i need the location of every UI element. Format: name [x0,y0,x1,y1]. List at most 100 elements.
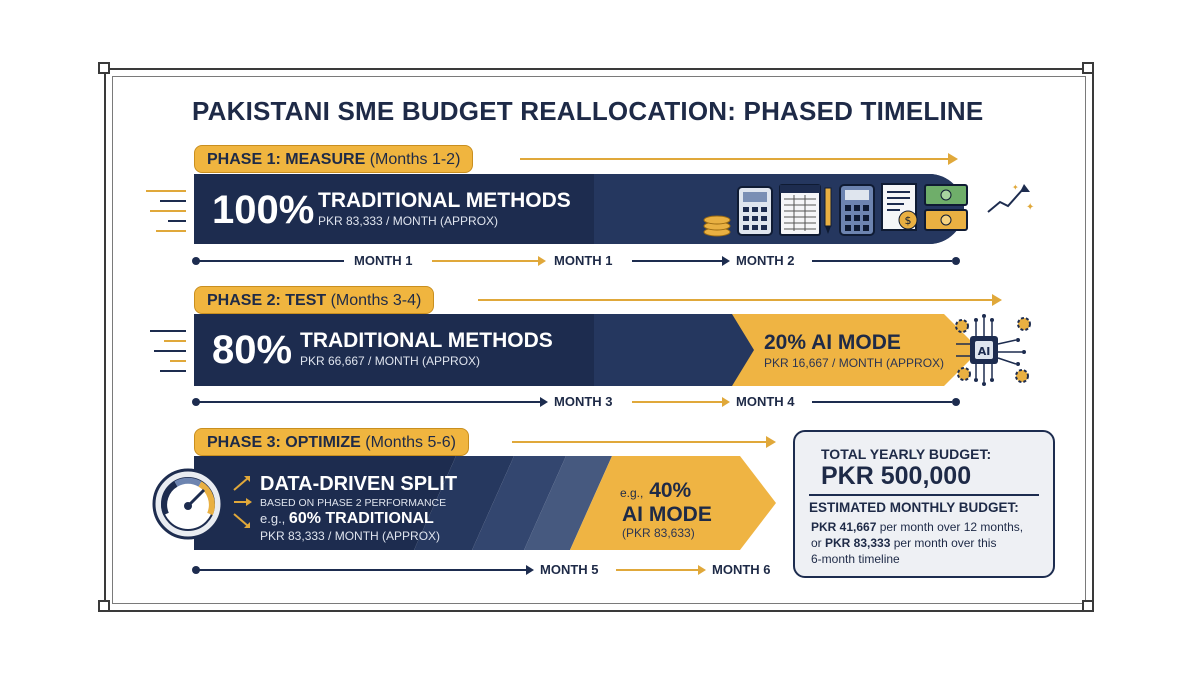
frame-corner [1082,62,1094,74]
phase3-amount: PKR 83,333 / MONTH (APPROX) [260,529,441,543]
speed-line [160,370,186,372]
month-label: MONTH 2 [732,253,799,268]
speed-line [150,210,186,212]
phase2-ai-label: 20% AI MODE [764,331,901,354]
estimated-monthly-label: ESTIMATED MONTHLY BUDGET: [809,500,1019,515]
spreadsheet-icon [779,184,821,236]
monthly-12-text: per month over 12 months, [876,520,1024,534]
page-title: PAKISTANI SME BUDGET REALLOCATION: PHASE… [192,96,984,126]
timeline-arrow [616,565,706,575]
calculator-icon [737,186,773,236]
monthly-budget-line: or PKR 83,333 per month over this [811,536,996,550]
speedometer-icon [152,468,224,540]
month-label: MONTH 5 [536,562,603,577]
phase2-tab: PHASE 2: TEST (Months 3-4) [194,286,435,314]
phase2-percent: 80% [212,328,293,372]
phase1-arrow [520,153,958,165]
month-label: MONTH 3 [550,394,617,409]
phase1-tab-months: (Months 1-2) [369,151,461,168]
month-label: MONTH 1 [350,253,417,268]
phase2-traditional-band: 80% TRADITIONAL METHODS PKR 66,667 / MON… [194,314,754,386]
timeline-dot [952,257,960,265]
monthly-12: PKR 41,667 [811,520,877,534]
phase3-tab-title: PHASE 3: OPTIMIZE [207,434,361,451]
divider [809,494,1039,496]
monthly-budget-line: PKR 41,667 per month over 12 months, [811,520,1023,534]
trend-up-icon: ✦ ✦ [987,183,1034,213]
phase2-label: TRADITIONAL METHODS [300,329,553,352]
phase1-tab: PHASE 1: MEASURE (Months 1-2) [194,145,474,173]
calculator-icon [839,184,875,236]
pen-icon [824,187,832,234]
frame-corner [98,62,110,74]
timeline-arrow [632,397,730,407]
outer-frame [104,68,1094,612]
phase2-tab-months: (Months 3-4) [330,292,422,309]
month-label: MONTH 1 [550,253,617,268]
ai-chip-label: AI [978,345,991,358]
phase3-label: DATA-DRIVEN SPLIT [260,473,458,495]
arrows-icon [233,476,252,528]
speed-line [164,340,186,342]
monthly-budget-line: 6-month timeline [811,552,900,566]
timeline-arrow [198,565,534,575]
timeline-dot [192,566,200,574]
phase2-ai-band [732,314,980,386]
timeline-line [198,260,344,262]
phase1-amount: PKR 83,333 / MONTH (APPROX) [318,214,499,228]
phase3-ai-pct-row: e.g., 40% [620,479,691,503]
frame-corner [98,600,110,612]
phase3-ai-pct: 40% [649,479,692,502]
svg-text:✦: ✦ [1012,183,1019,192]
phase1-label: TRADITIONAL METHODS [318,189,571,212]
phase3-eg-prefix: e.g., [260,511,289,526]
phase3-tab-months: (Months 5-6) [365,434,456,451]
timeline-line [812,260,952,262]
monthly-6: PKR 83,333 [825,536,891,550]
total-budget-label: TOTAL YEARLY BUDGET: [821,446,992,462]
speed-line [160,200,186,202]
phase3-ai-eg: e.g., [620,486,644,500]
budget-summary-box: TOTAL YEARLY BUDGET: PKR 500,000 ESTIMAT… [793,430,1055,578]
phase1-band: 100% TRADITIONAL METHODS PKR 83,333 / MO… [194,174,964,244]
inner-frame [112,76,1086,604]
phase2-arrow [478,294,1002,306]
phase1-tab-title: PHASE 1: MEASURE [207,151,366,168]
phase3-ai-amount: (PKR 83,633) [622,526,695,540]
phase1-percent: 100% [212,188,315,232]
phase3-ai-label: AI MODE [622,503,712,526]
invoice-icon: $ [881,183,918,231]
phase3-tab: PHASE 3: OPTIMIZE (Months 5-6) [194,428,469,456]
month-label: MONTH 6 [708,562,775,577]
timeline-dot [192,398,200,406]
timeline-line [812,401,952,403]
frame-corner [1082,600,1094,612]
phase3-traditional: 60% TRADITIONAL [288,510,434,527]
monthly-or: or [811,536,826,550]
svg-text:✦: ✦ [1026,202,1034,213]
month-label: MONTH 4 [732,394,799,409]
timeline-arrow [632,256,730,266]
speed-line [154,350,186,352]
timeline-arrow [198,397,548,407]
timeline-arrow [432,256,546,266]
timeline-dot [952,398,960,406]
phase2-ai-amount: PKR 16,667 / MONTH (APPROX) [764,356,945,370]
phase2-amount: PKR 66,667 / MONTH (APPROX) [300,354,481,368]
phase3-traditional-row: e.g., 60% TRADITIONAL [260,510,434,528]
phase3-split-band [194,456,776,550]
speed-line [168,220,186,222]
coins-icon [703,215,731,237]
timeline-dot [192,257,200,265]
ai-chip-icon: AI [955,314,1031,386]
svg-text:$: $ [905,214,912,227]
speed-line [146,190,186,192]
total-budget-value: PKR 500,000 [821,462,972,490]
speed-line [150,330,186,332]
speed-line [156,230,186,232]
speed-line [170,360,186,362]
phase3-basis: BASED ON PHASE 2 PERFORMANCE [260,497,447,509]
phase2-tab-title: PHASE 2: TEST [207,292,327,309]
phase3-arrow [512,436,776,448]
monthly-6-text: per month over this [890,536,997,550]
